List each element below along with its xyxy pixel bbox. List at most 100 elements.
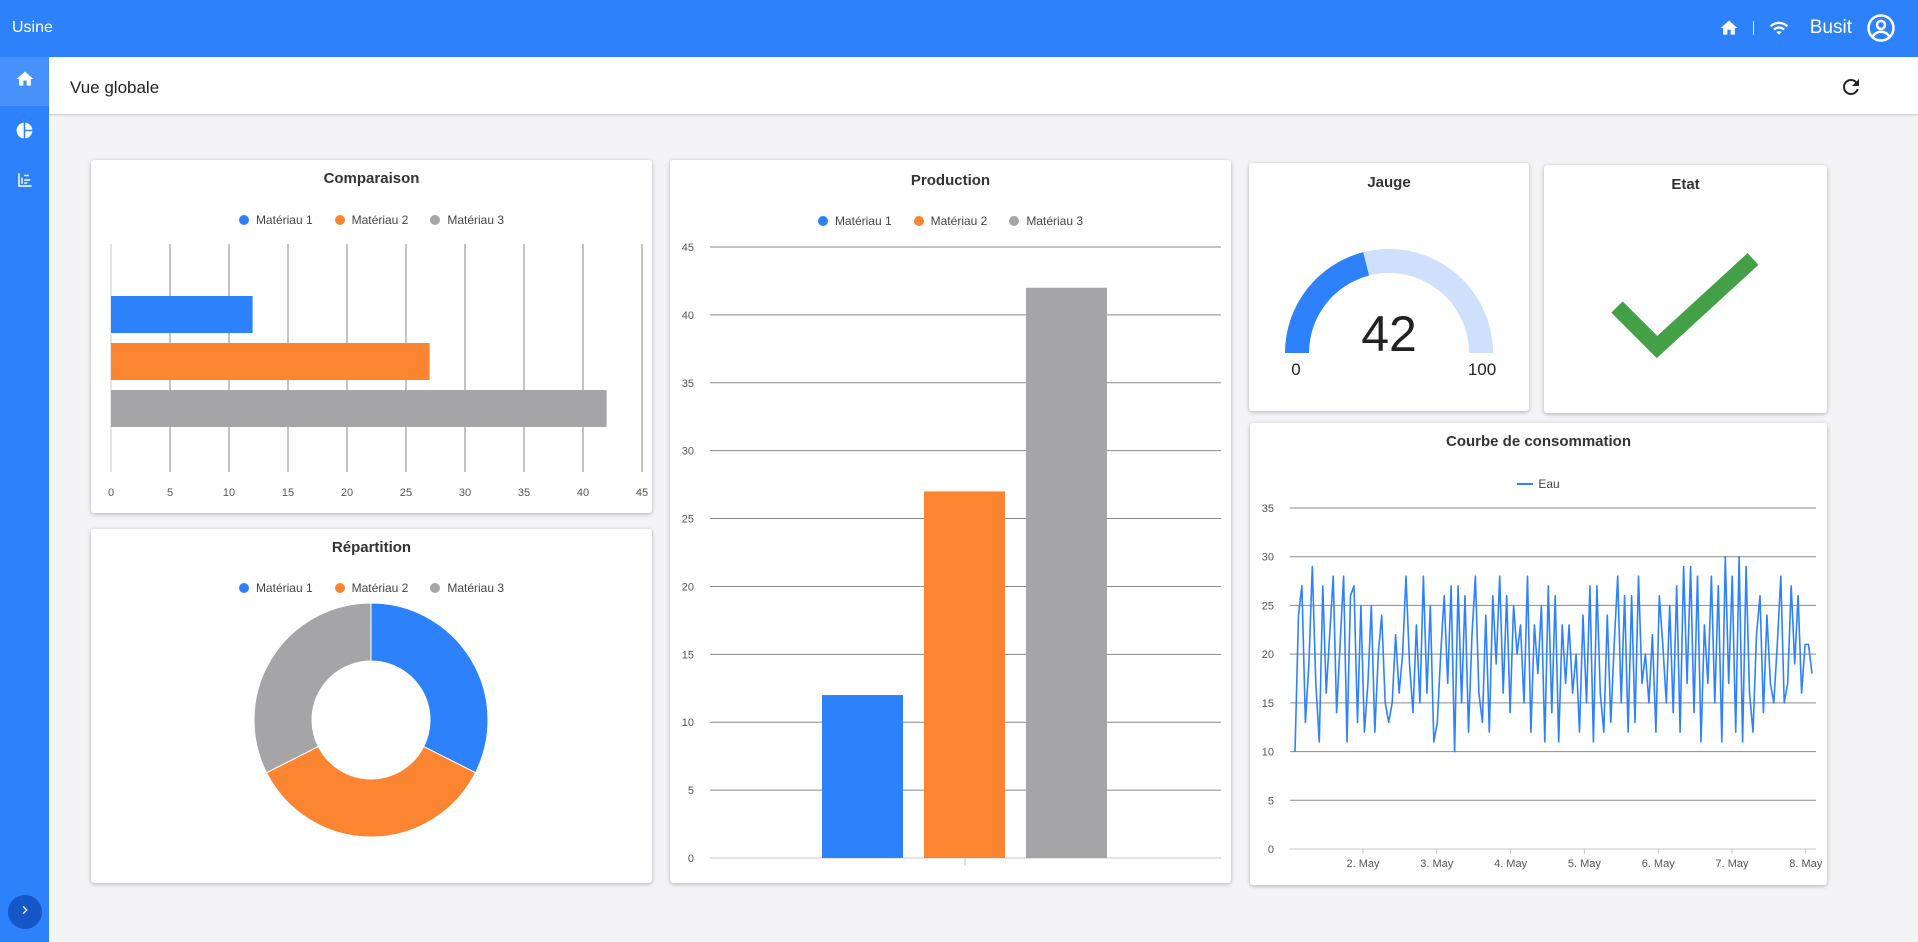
y-tick-label: 25 bbox=[1262, 600, 1274, 612]
gauge-max-label: 100 bbox=[1468, 360, 1496, 379]
legend-item[interactable]: Matériau 2 bbox=[334, 581, 409, 595]
card-jauge: Jauge 42 0 100 bbox=[1249, 163, 1529, 411]
legend-swatch bbox=[913, 216, 924, 226]
x-tick-label: 45 bbox=[636, 487, 648, 499]
legend-label: Matériau 2 bbox=[351, 581, 409, 595]
legend-swatch bbox=[430, 215, 441, 225]
legend-swatch bbox=[334, 215, 345, 225]
y-tick-label: 30 bbox=[682, 446, 694, 458]
chart-legend: Matériau 1 Matériau 2 Matériau 3 bbox=[670, 214, 1231, 228]
x-tick-label: 35 bbox=[518, 487, 530, 499]
divider bbox=[1752, 21, 1754, 35]
refresh-icon[interactable] bbox=[1839, 75, 1863, 99]
page-header: Vue globale bbox=[49, 57, 1918, 115]
x-tick-label: 8. May bbox=[1789, 858, 1823, 870]
bar bbox=[822, 695, 903, 858]
bar bbox=[111, 296, 253, 333]
sidebar-item-bar-chart[interactable] bbox=[0, 158, 49, 207]
legend-item[interactable]: Matériau 2 bbox=[334, 213, 409, 227]
legend-swatch bbox=[817, 216, 828, 226]
consommation-chart: 0 5 10 15 20 25 30 35 2. May 3. May 4. May 5. May 6.… bbox=[1262, 503, 1823, 870]
x-tick-label: 7. May bbox=[1715, 858, 1749, 870]
y-tick-label: 40 bbox=[682, 310, 694, 322]
account-circle-icon[interactable] bbox=[1866, 13, 1896, 43]
y-tick-label: 20 bbox=[1262, 649, 1274, 661]
pie-slice bbox=[253, 602, 372, 774]
legend-label: Matériau 1 bbox=[255, 213, 313, 227]
card-repartition: Répartition Matériau 1 Matériau 2 Matéri… bbox=[91, 529, 652, 883]
user-name[interactable]: Busit bbox=[1809, 17, 1852, 38]
chart-legend: Matériau 1 Matériau 2 Matériau 3 bbox=[91, 581, 652, 595]
x-tick-label: 0 bbox=[108, 487, 114, 499]
series-line bbox=[1294, 555, 1813, 753]
legend-swatch bbox=[1517, 483, 1534, 485]
legend-label: Matériau 2 bbox=[351, 213, 409, 227]
comparaison-chart: 0 5 10 15 20 25 30 35 40 45 bbox=[108, 244, 648, 499]
gauge-value: 42 bbox=[1361, 306, 1417, 362]
gauge-chart: 42 0 100 bbox=[1285, 249, 1496, 379]
sidebar-item-home[interactable] bbox=[0, 57, 49, 106]
legend-item[interactable]: Matériau 1 bbox=[238, 581, 313, 595]
y-tick-label: 0 bbox=[688, 853, 694, 865]
card-title: Répartition bbox=[331, 539, 412, 556]
wifi-icon[interactable] bbox=[1768, 18, 1790, 38]
gauge-min-label: 0 bbox=[1291, 360, 1300, 379]
legend-item[interactable]: Eau bbox=[1517, 477, 1560, 491]
legend-item[interactable]: Matériau 3 bbox=[430, 581, 504, 595]
y-tick-label: 30 bbox=[1262, 552, 1274, 564]
legend-swatch bbox=[334, 583, 345, 593]
card-etat: Etat bbox=[1544, 165, 1827, 413]
y-tick-label: 10 bbox=[1262, 747, 1274, 759]
x-tick-label: 3. May bbox=[1420, 858, 1454, 870]
legend-swatch bbox=[430, 583, 441, 593]
legend-label: Matériau 1 bbox=[834, 214, 892, 228]
x-tick-label: 4. May bbox=[1494, 858, 1528, 870]
y-tick-label: 45 bbox=[682, 242, 694, 254]
legend-item[interactable]: Matériau 2 bbox=[913, 214, 988, 228]
card-title: Comparaison bbox=[323, 170, 420, 187]
x-tick-label: 5 bbox=[167, 487, 173, 499]
card-consommation: Courbe de consommation Eau 0 5 10 15 20 25 30 3… bbox=[1250, 423, 1827, 885]
y-tick-label: 35 bbox=[1262, 503, 1274, 515]
y-tick-label: 35 bbox=[682, 378, 694, 390]
legend-label: Eau bbox=[1538, 477, 1560, 491]
top-app-bar: Usine Busit bbox=[0, 0, 1918, 57]
card-title: Jauge bbox=[1367, 174, 1411, 191]
card-title: Production bbox=[910, 172, 991, 189]
card-comparaison: Comparaison Matériau 1 Matériau 2 Matéri… bbox=[91, 160, 652, 513]
legend-item[interactable]: Matériau 1 bbox=[817, 214, 892, 228]
card-title: Etat bbox=[1671, 176, 1700, 193]
pie-slice bbox=[265, 745, 477, 838]
production-chart: 0 5 10 15 20 25 30 35 40 45 bbox=[682, 242, 1221, 866]
y-tick-label: 10 bbox=[682, 717, 694, 729]
chevron-right-icon bbox=[17, 902, 33, 923]
legend-label: Matériau 3 bbox=[447, 213, 505, 227]
legend-label: Matériau 2 bbox=[930, 214, 988, 228]
y-tick-label: 15 bbox=[1262, 698, 1274, 710]
legend-swatch bbox=[238, 215, 249, 225]
chart-legend: Eau bbox=[1250, 477, 1827, 491]
bar bbox=[924, 491, 1005, 858]
pie-chart-icon bbox=[15, 121, 34, 145]
legend-item[interactable]: Matériau 3 bbox=[430, 213, 504, 227]
legend-label: Matériau 3 bbox=[1026, 214, 1084, 228]
bar bbox=[111, 343, 430, 380]
legend-label: Matériau 3 bbox=[447, 581, 505, 595]
x-tick-label: 2. May bbox=[1346, 858, 1380, 870]
card-title: Courbe de consommation bbox=[1445, 433, 1632, 450]
legend-item[interactable]: Matériau 3 bbox=[1009, 214, 1083, 228]
expand-sidebar-button[interactable] bbox=[8, 895, 42, 929]
x-tick-label: 20 bbox=[341, 487, 353, 499]
legend-label: Matériau 1 bbox=[255, 581, 313, 595]
home-icon bbox=[15, 69, 35, 94]
legend-item[interactable]: Matériau 1 bbox=[238, 213, 313, 227]
x-tick-label: 5. May bbox=[1568, 858, 1602, 870]
x-tick-label: 30 bbox=[459, 487, 471, 499]
repartition-chart bbox=[253, 602, 489, 838]
sidebar-item-pie-chart[interactable] bbox=[0, 108, 49, 157]
y-tick-label: 5 bbox=[1268, 795, 1274, 807]
card-production: Production Matériau 1 Matériau 2 Matéria… bbox=[670, 160, 1231, 883]
x-tick-label: 6. May bbox=[1642, 858, 1676, 870]
home-icon[interactable] bbox=[1719, 18, 1739, 38]
legend-swatch bbox=[1009, 216, 1020, 226]
